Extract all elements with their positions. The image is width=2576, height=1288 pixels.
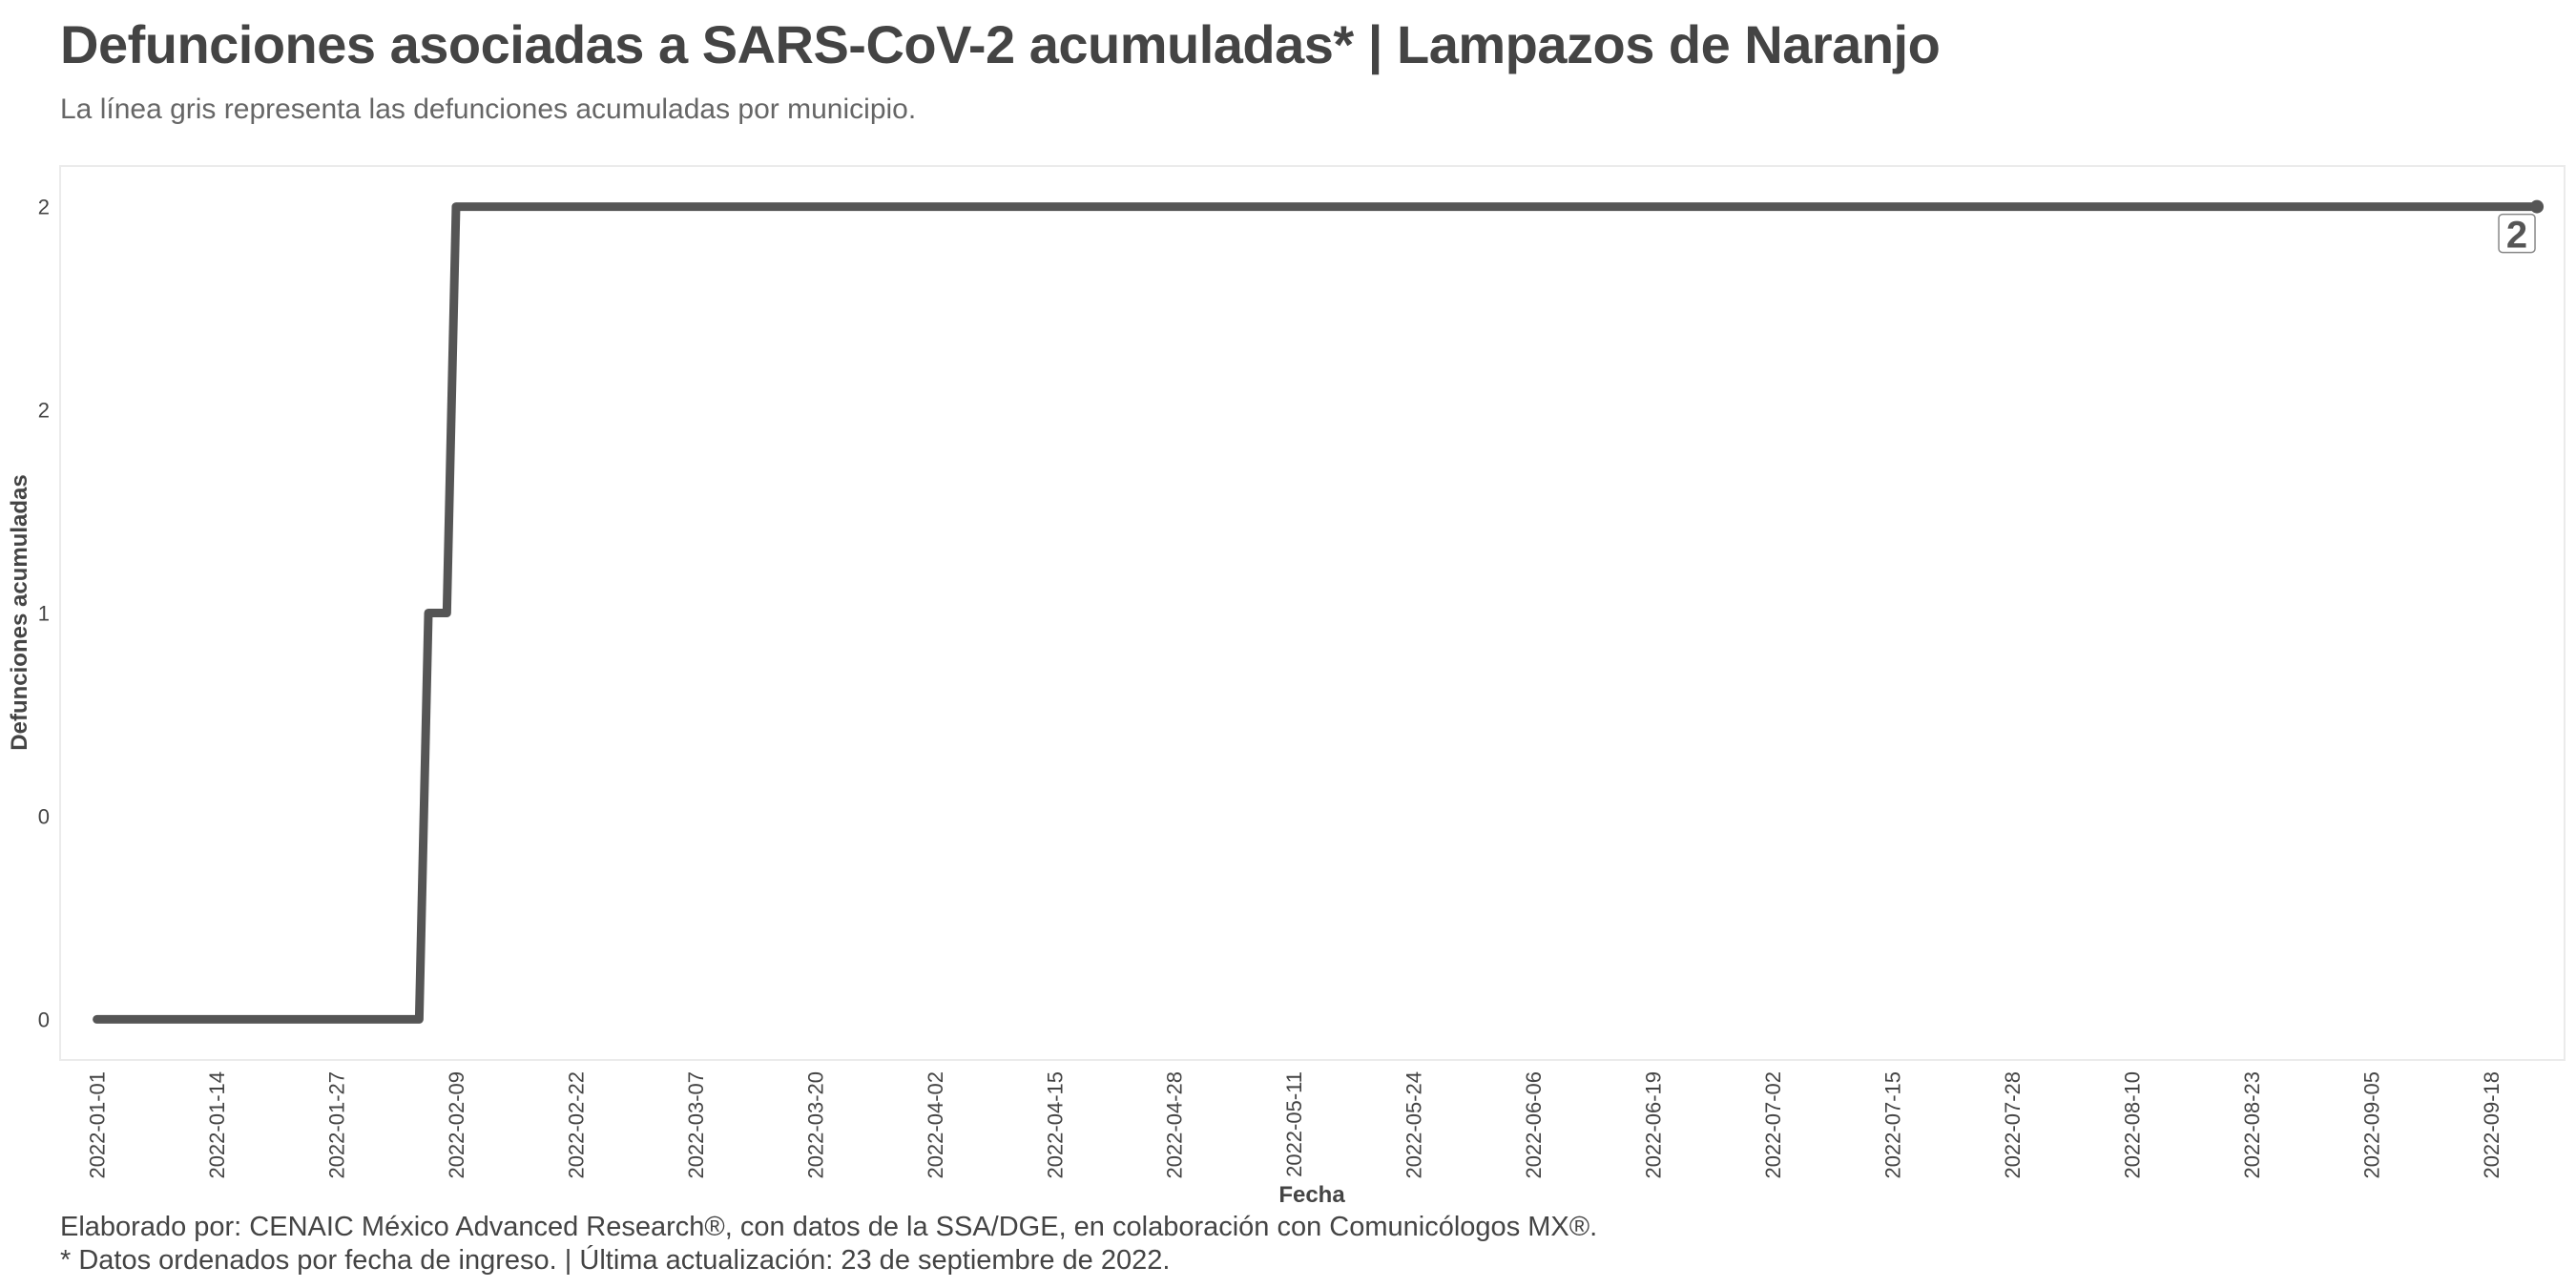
x-tick-label: 2022-01-01 <box>86 1071 110 1179</box>
x-tick-label: 2022-05-11 <box>1282 1071 1306 1177</box>
y-tick-label: 2 <box>38 399 50 423</box>
chart-title: Defunciones asociadas a SARS-CoV-2 acumu… <box>60 14 1941 74</box>
y-axis: 0 0 1 2 2 <box>38 196 50 1032</box>
plot-panel <box>59 165 2566 1061</box>
x-tick-label: 2022-09-18 <box>2480 1071 2503 1179</box>
x-tick-label: 2022-06-19 <box>1642 1071 1666 1179</box>
x-axis-title: Fecha <box>1278 1182 1345 1202</box>
x-tick-label: 2022-07-02 <box>1761 1071 1785 1179</box>
x-tick-label: 2022-07-28 <box>2001 1071 2025 1179</box>
x-tick-label: 2022-04-02 <box>924 1071 947 1179</box>
x-tick-label: 2022-02-22 <box>564 1071 588 1179</box>
y-tick-label: 2 <box>38 196 50 219</box>
x-axis: 2022-01-01 2022-01-14 2022-01-27 2022-02-09… <box>86 1071 2503 1179</box>
x-tick-label: 2022-01-14 <box>205 1071 229 1179</box>
footer-note: * Datos ordenados por fecha de ingreso. … <box>60 1245 1171 1276</box>
chart-subtitle: La línea gris representa las defunciones… <box>60 93 917 125</box>
y-axis-title: Defunciones acumuladas <box>7 474 32 750</box>
series-layer: 2 <box>93 199 2545 1024</box>
x-tick-label: 2022-03-20 <box>803 1071 827 1179</box>
x-tick-label: 2022-04-15 <box>1043 1071 1067 1179</box>
x-tick-label: 2022-05-24 <box>1402 1071 1426 1179</box>
x-tick-label: 2022-01-27 <box>325 1071 349 1179</box>
x-tick-label: 2022-09-05 <box>2359 1071 2383 1179</box>
end-value-label: 2 <box>2506 215 2527 257</box>
y-tick-label: 0 <box>38 804 50 828</box>
end-label-box <box>2498 213 2536 254</box>
x-tick-label: 2022-06-06 <box>1522 1071 1546 1179</box>
series-line <box>93 202 2542 1024</box>
y-tick-label: 1 <box>38 602 50 626</box>
x-tick-label: 2022-03-07 <box>684 1071 708 1179</box>
x-tick-label: 2022-08-10 <box>2120 1071 2144 1179</box>
y-tick-label: 0 <box>38 1008 50 1031</box>
x-tick-label: 2022-07-15 <box>1880 1071 1904 1179</box>
series-end-point <box>2530 199 2545 214</box>
x-tick-label: 2022-04-28 <box>1163 1071 1187 1179</box>
footer-credit: Elaborado por: CENAIC México Advanced Re… <box>60 1212 1598 1242</box>
x-tick-label: 2022-02-09 <box>445 1071 468 1179</box>
x-tick-label: 2022-08-23 <box>2240 1071 2264 1179</box>
